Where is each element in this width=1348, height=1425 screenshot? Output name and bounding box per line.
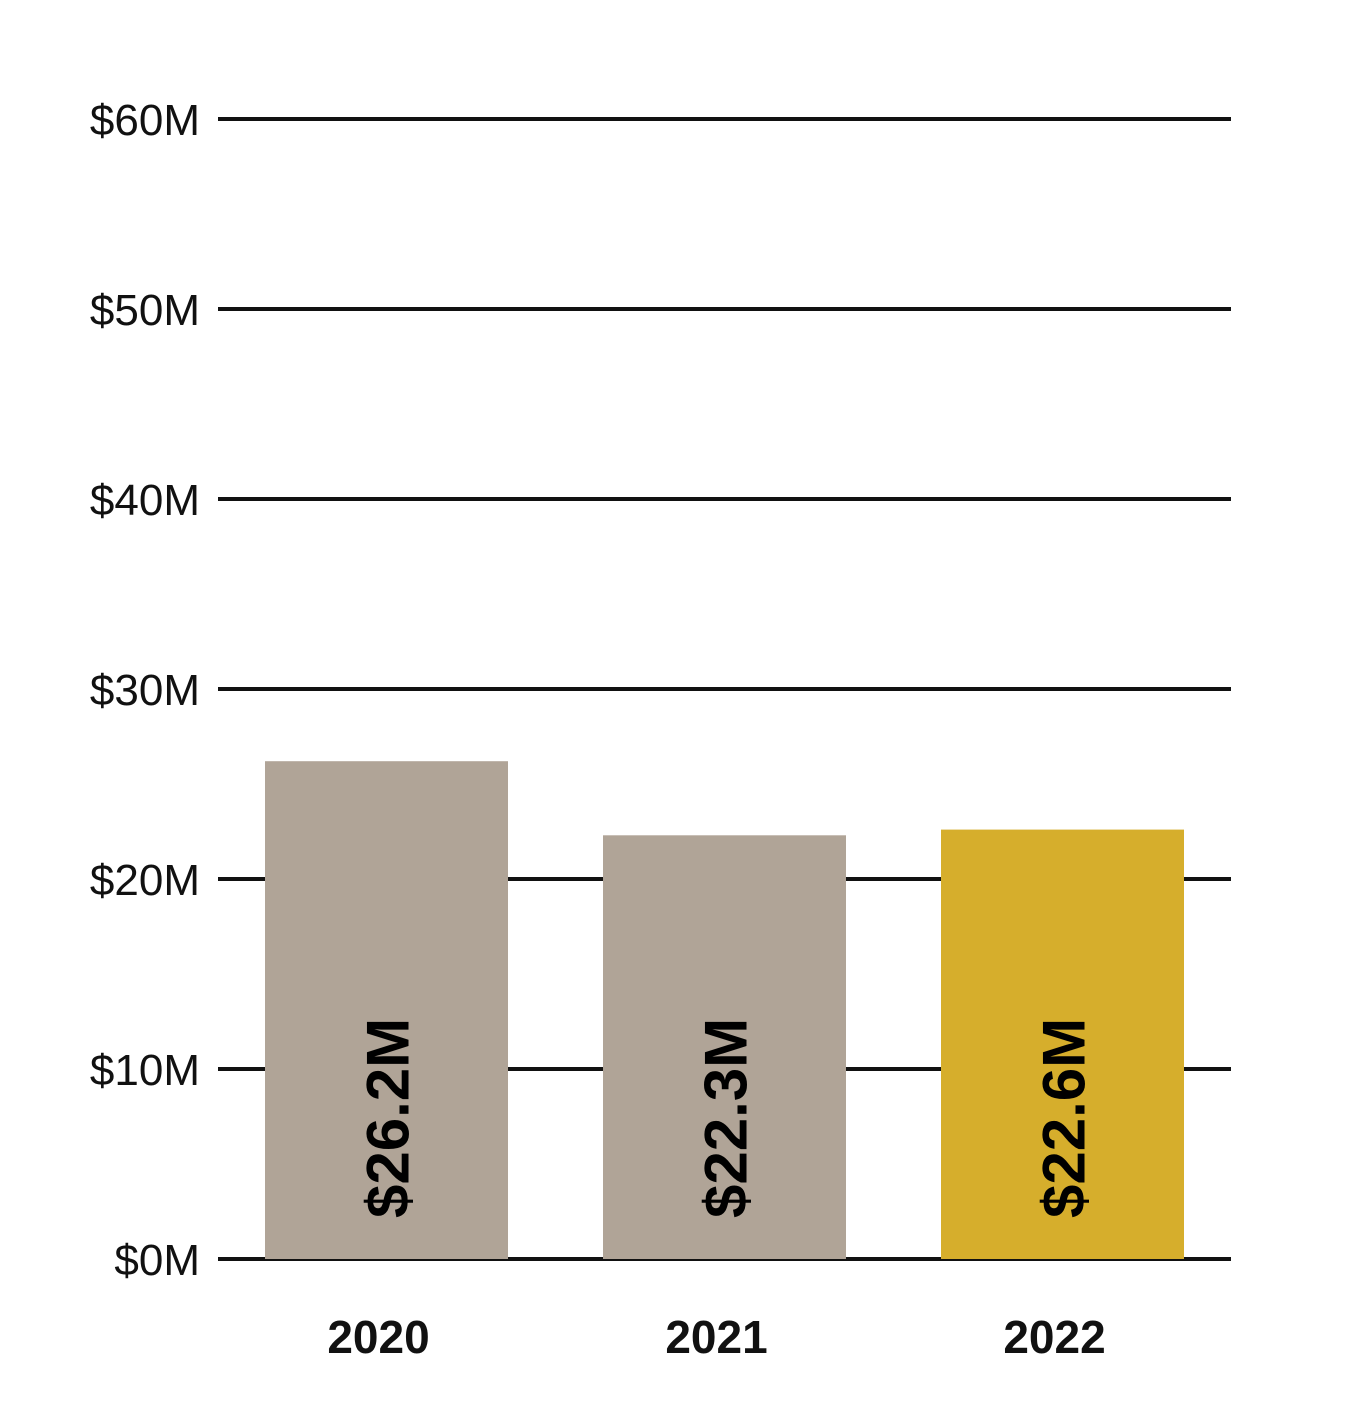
bars (265, 761, 1184, 1259)
x-axis-tick-labels: 2020 2021 2022 (327, 1311, 1105, 1363)
y-tick-label: $40M (90, 476, 200, 525)
x-tick-label-2021: 2021 (665, 1311, 767, 1363)
bar-2021 (603, 835, 846, 1259)
bar-value-labels: $26.2M $22.3M $22.6M (355, 1018, 1098, 1218)
y-tick-label: $20M (90, 856, 200, 905)
y-tick-label: $60M (90, 96, 200, 145)
y-tick-label: $10M (90, 1046, 200, 1095)
y-tick-label: $0M (114, 1236, 200, 1285)
y-axis-tick-labels: $0M $10M $20M $30M $40M $50M $60M (90, 96, 200, 1285)
bar-value-label-2022: $22.6M (1031, 1018, 1098, 1218)
x-tick-label-2022: 2022 (1003, 1311, 1105, 1363)
bar-2020 (265, 761, 508, 1259)
y-tick-label: $50M (90, 286, 200, 335)
y-tick-label: $30M (90, 666, 200, 715)
bar-2022 (941, 829, 1184, 1259)
bar-value-label-2021: $22.3M (693, 1018, 760, 1218)
bar-value-label-2020: $26.2M (355, 1018, 422, 1218)
x-tick-label-2020: 2020 (327, 1311, 429, 1363)
